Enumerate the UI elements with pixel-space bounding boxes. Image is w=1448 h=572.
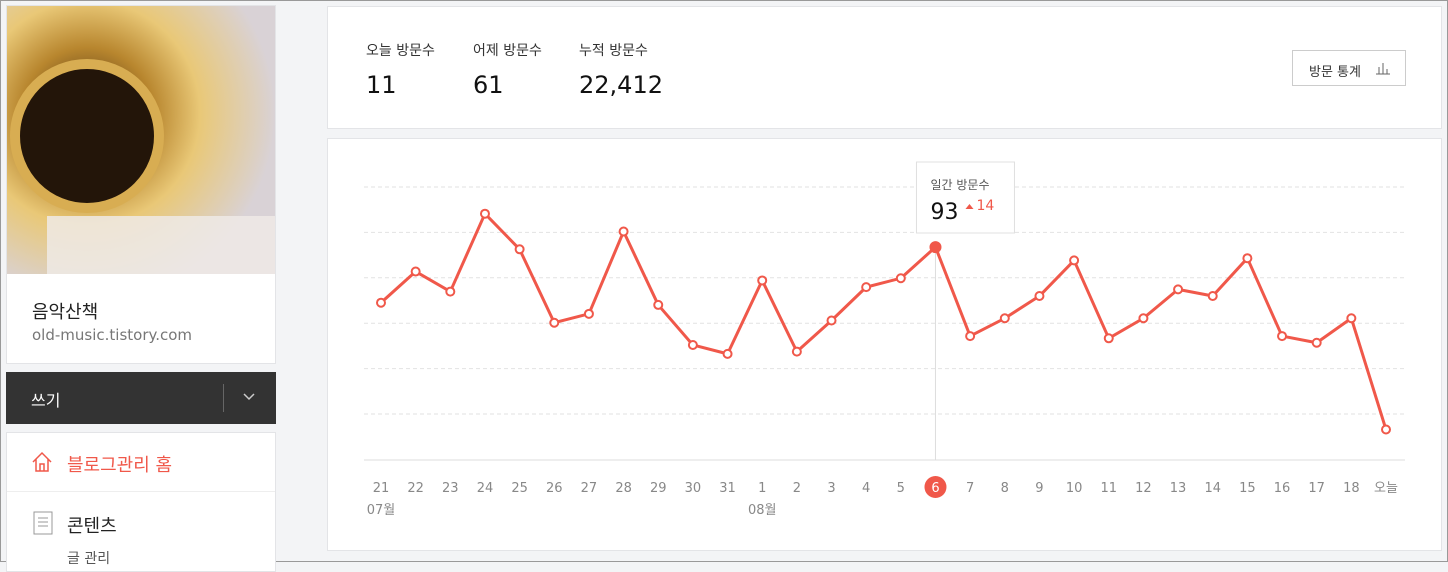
blog-url[interactable]: old-music.tistory.com [32,326,193,344]
point [722,348,733,359]
point [618,226,629,237]
point [1138,313,1149,324]
stat-label: 오늘 방문수 [366,43,435,59]
menu: 블로그관리 홈 콘텐츠 글 관리 [6,432,276,572]
x-tick-label: 2 [793,481,801,496]
point [549,317,560,328]
month-label: 08월 [748,503,777,518]
stat-value: 22,412 [579,71,663,99]
point [861,282,872,293]
x-tick-label: 14 [1204,481,1221,496]
point [1346,313,1357,324]
x-tick-label: 29 [650,481,667,496]
up-arrow [965,204,974,209]
x-tick-label: 17 [1308,481,1325,496]
point [479,208,490,219]
point [1034,291,1045,302]
stat-label: 어제 방문수 [473,43,542,59]
blog-image [7,6,275,274]
point [514,244,525,255]
point [445,286,456,297]
x-tick-label: 1 [758,481,766,496]
x-tick-label: 4 [862,481,870,496]
x-tick-label: 22 [407,481,424,496]
x-tick-label: 6 [931,481,939,496]
x-tick-label: 5 [897,481,905,496]
point [1277,331,1288,342]
tooltip: 일간 방문수 93 14 [915,161,1015,234]
x-tick-label: 13 [1170,481,1187,496]
write-label: 쓰기 [31,391,61,410]
point [965,331,976,342]
x-tick-label: 30 [685,481,702,496]
x-tick-label: 31 [719,481,736,496]
menu-item[interactable]: 콘텐츠 [67,516,117,537]
x-tick-label: 12 [1135,481,1152,496]
stats-button-label: 방문 통계 [1309,65,1361,80]
point [826,315,837,326]
stat-value: 11 [366,71,397,99]
blog-name: 음악산책 [32,302,99,323]
point [583,308,594,319]
point [1069,255,1080,266]
point [1103,333,1114,344]
doc-icon [33,511,53,535]
x-tick-label: 오늘 [1374,481,1398,496]
stat-value: 61 [473,71,504,99]
x-tick-label: 9 [1035,481,1043,496]
point [929,241,942,254]
selected-day-bg [924,476,947,498]
point [1207,291,1218,302]
x-tick-label: 24 [477,481,494,496]
point [1311,337,1322,348]
x-tick-label: 21 [373,481,390,496]
point [1173,284,1184,295]
blog-card: 음악산책 old-music.tistory.com [6,5,276,364]
x-tick-label: 18 [1343,481,1360,496]
x-tick-label: 26 [546,481,563,496]
x-tick-label: 10 [1066,481,1083,496]
point [376,297,386,308]
menu-item[interactable]: 블로그관리 홈 [67,455,173,476]
tooltip-title: 일간 방문수 [930,178,989,192]
x-tick-label: 3 [827,481,835,496]
x-tick-label: 16 [1274,481,1291,496]
line [379,212,1388,430]
stats-button[interactable]: 방문 통계 [1292,50,1406,86]
point [1381,424,1391,435]
month-label: 07월 [367,503,396,518]
x-tick-label: 7 [966,481,974,496]
stat-label: 누적 방문수 [579,43,648,59]
tooltip-change: 14 [976,198,994,214]
chart-card [327,138,1442,551]
separator [7,491,275,492]
point [410,266,421,277]
x-tick-label: 8 [1001,481,1009,496]
tooltip-value: 93 [930,200,958,225]
x-tick-label: 28 [615,481,632,496]
stats-card: 오늘 방문수 11 어제 방문수 61 누적 방문수 22,412 방문 통계 [327,6,1442,129]
point [687,339,698,350]
x-tick-label: 27 [581,481,598,496]
point [999,313,1010,324]
divider [223,384,224,412]
write-button[interactable]: 쓰기 [6,372,276,424]
x-tick-label: 15 [1239,481,1256,496]
chart-icon [1376,63,1390,75]
point [791,346,802,357]
home-icon [32,451,52,472]
point [653,299,664,310]
x-tick-label: 11 [1100,481,1117,496]
point [757,275,768,286]
point [1242,253,1253,264]
tooltip-box [915,161,1015,234]
point [895,273,906,284]
x-tick-label: 25 [511,481,528,496]
dropdown-icon[interactable] [242,392,256,402]
x-tick-label: 23 [442,481,459,496]
